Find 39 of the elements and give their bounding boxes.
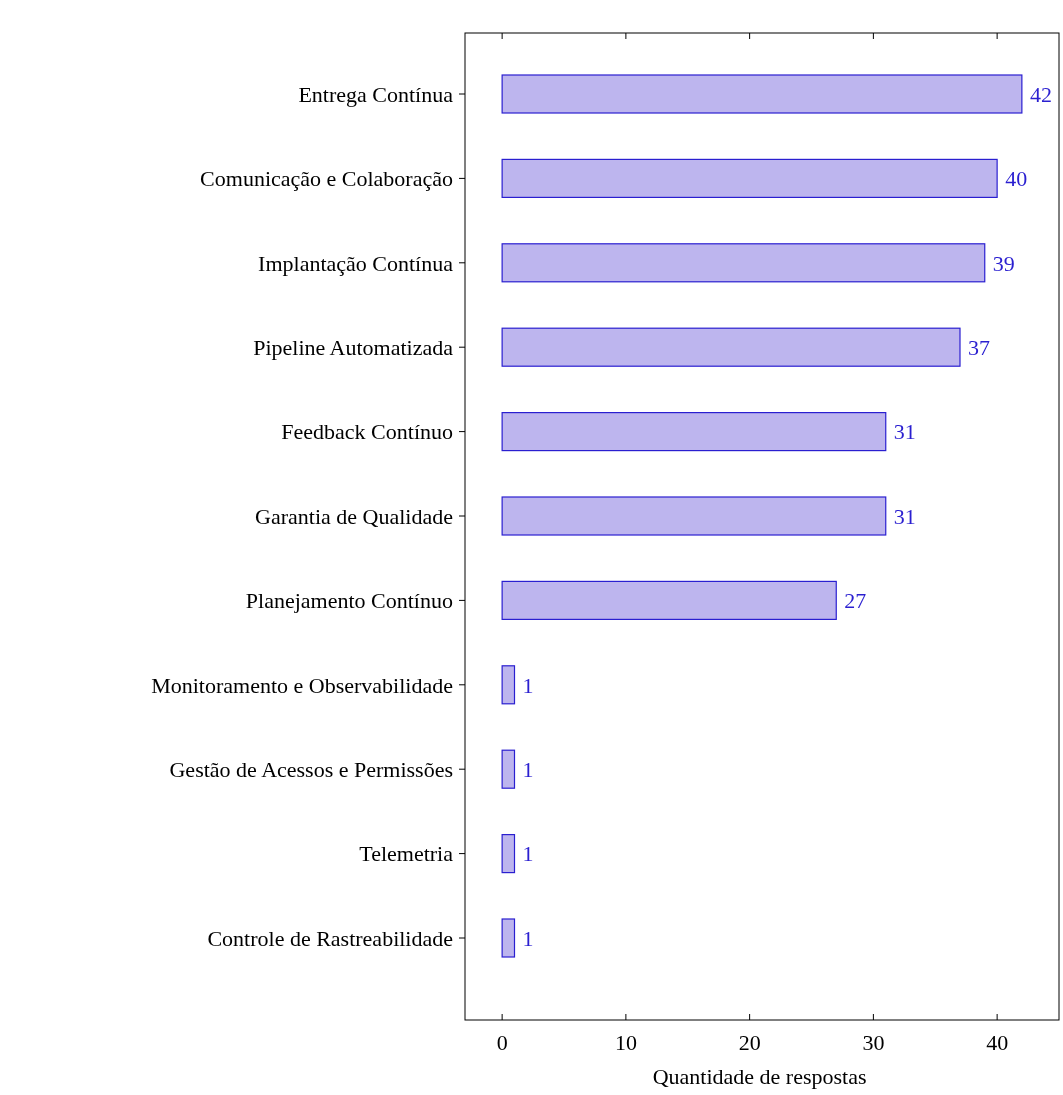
bar	[501, 496, 887, 536]
y-tick-label: Planejamento Contínuo	[245, 588, 453, 614]
y-tick-label: Garantia de Qualidade	[255, 503, 453, 529]
x-tick-label: 10	[614, 1030, 637, 1055]
data-label: 37	[968, 334, 990, 360]
data-label: 42	[1029, 81, 1052, 107]
x-tick-label: 20	[738, 1030, 761, 1055]
y-tick-label: Implantação Contínua	[258, 250, 454, 276]
y-tick-label: Entrega Contínua	[298, 81, 454, 107]
bar	[501, 580, 837, 620]
x-tick-label: 0	[496, 1030, 508, 1055]
data-label: 1	[522, 672, 534, 698]
y-tick-label: Comunicação e Colaboração	[200, 166, 453, 192]
data-label: 1	[522, 925, 534, 951]
y-tick-label: Monitoramento e Observabilidade	[151, 672, 453, 698]
bar	[501, 158, 998, 198]
x-tick-label: 40	[986, 1030, 1009, 1055]
bar	[501, 834, 516, 874]
bar	[501, 243, 986, 283]
y-tick-label: Pipeline Automatizada	[253, 334, 454, 360]
data-label: 40	[1005, 166, 1028, 192]
bar	[501, 749, 516, 789]
data-label: 31	[893, 419, 916, 445]
bar	[501, 412, 887, 452]
x-axis-title: Quantidade de respostas	[652, 1064, 867, 1089]
bar	[501, 665, 516, 705]
y-tick-label: Telemetria	[359, 841, 454, 867]
bar	[501, 327, 961, 367]
x-tick-label: 30	[862, 1030, 885, 1055]
y-tick-label: Gestão de Acessos e Permissões	[169, 756, 453, 782]
bar	[501, 74, 1023, 114]
bar	[501, 918, 516, 958]
data-label: 1	[522, 756, 534, 782]
data-label: 1	[522, 841, 534, 867]
data-label: 27	[844, 588, 867, 614]
data-label: 31	[893, 503, 916, 529]
data-label: 39	[992, 250, 1015, 276]
y-tick-label: Feedback Contínuo	[281, 419, 453, 445]
y-tick-label: Controle de Rastreabilidade	[207, 925, 453, 951]
